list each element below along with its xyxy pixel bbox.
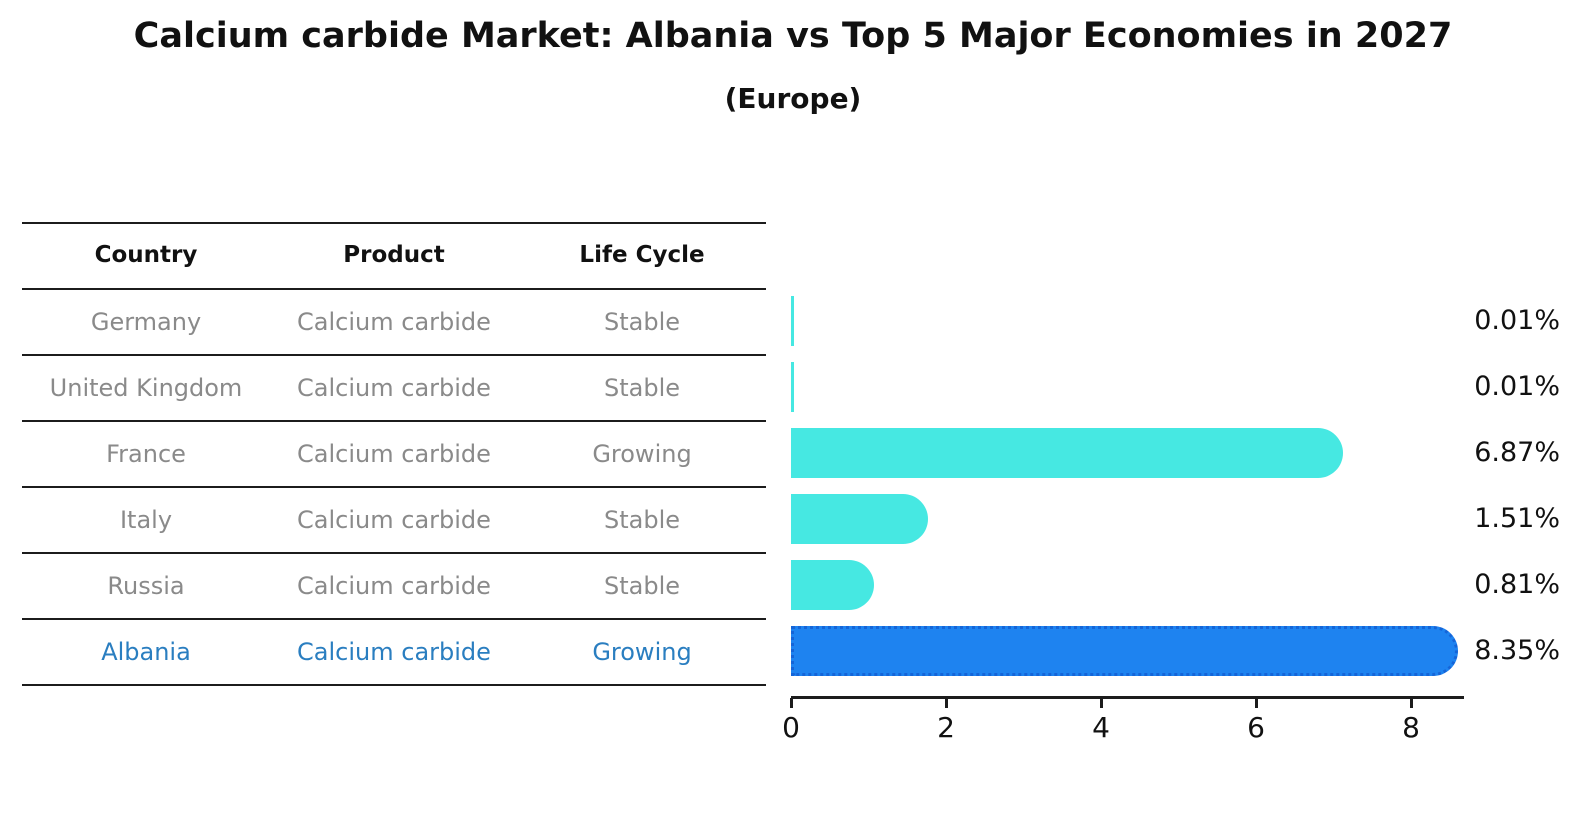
cell-product-germany: Calcium carbide (297, 308, 491, 336)
value-label-france: 6.87% (1474, 437, 1560, 468)
table-header-lifecycle: Life Cycle (579, 242, 705, 268)
value-label-italy: 1.51% (1474, 503, 1560, 534)
cell-country-albania: Albania (101, 638, 191, 666)
x-tick-label-0: 0 (782, 711, 800, 744)
x-tick-mark-4 (1099, 698, 1103, 708)
x-axis-line (791, 696, 1464, 699)
bar-united-kingdom (791, 362, 794, 412)
country-table: Country Product Life Cycle Germany Calciu… (22, 222, 766, 686)
value-label-germany: 0.01% (1474, 305, 1560, 336)
table-line-5 (22, 552, 766, 554)
table-line-4 (22, 486, 766, 488)
table-line-7 (22, 684, 766, 686)
cell-country-united-kingdom: United Kingdom (49, 374, 243, 402)
cell-country-france: France (106, 440, 186, 468)
table-line-6 (22, 618, 766, 620)
cell-country-germany: Germany (90, 308, 202, 336)
x-tick-mark-8 (1409, 698, 1413, 708)
value-label-russia: 0.81% (1474, 569, 1560, 600)
cell-product-russia: Calcium carbide (297, 572, 491, 600)
bar-germany (791, 296, 794, 346)
x-tick-label-8: 8 (1402, 711, 1420, 744)
value-label-albania: 8.35% (1474, 635, 1560, 666)
x-tick-label-2: 2 (937, 711, 955, 744)
chart-subtitle: (Europe) (724, 82, 862, 115)
table-row-germany: Germany Calcium carbide Stable (22, 290, 766, 354)
table-line-0 (22, 222, 766, 224)
cell-product-italy: Calcium carbide (297, 506, 491, 534)
x-tick-mark-2 (944, 698, 948, 708)
cell-life-cycle-united-kingdom: Stable (603, 374, 681, 402)
cell-life-cycle-germany: Stable (603, 308, 681, 336)
table-row-france: France Calcium carbide Growing (22, 422, 766, 486)
cell-country-russia: Russia (107, 572, 185, 600)
cell-life-cycle-albania: Growing (592, 638, 692, 666)
cell-product-united-kingdom: Calcium carbide (297, 374, 491, 402)
bar-russia (791, 560, 874, 610)
table-row-united-kingdom: United Kingdom Calcium carbide Stable (22, 356, 766, 420)
bar-italy (791, 494, 929, 544)
value-label-united-kingdom: 0.01% (1474, 371, 1560, 402)
table-header-row: Country Product Life Cycle (22, 222, 766, 288)
chart-title: Calcium carbide Market: Albania vs Top 5… (133, 16, 1453, 56)
table-header-product: Product (343, 242, 445, 268)
cell-product-france: Calcium carbide (297, 440, 491, 468)
x-tick-label-6: 6 (1247, 711, 1265, 744)
x-tick-mark-0 (789, 698, 793, 708)
table-row-italy: Italy Calcium carbide Stable (22, 488, 766, 552)
cell-life-cycle-russia: Stable (603, 572, 681, 600)
x-tick-label-4: 4 (1092, 711, 1110, 744)
table-row-albania: Albania Calcium carbide Growing (22, 620, 766, 684)
table-line-3 (22, 420, 766, 422)
table-line-2 (22, 354, 766, 356)
table-header-country: Country (94, 242, 198, 268)
cell-product-albania: Calcium carbide (297, 638, 491, 666)
x-tick-mark-6 (1254, 698, 1258, 708)
table-line-1 (22, 288, 766, 290)
bar-albania (791, 626, 1459, 676)
cell-life-cycle-france: Growing (592, 440, 692, 468)
cell-country-italy: Italy (119, 506, 173, 534)
table-row-russia: Russia Calcium carbide Stable (22, 554, 766, 618)
cell-life-cycle-italy: Stable (603, 506, 681, 534)
bar-france (791, 428, 1344, 478)
